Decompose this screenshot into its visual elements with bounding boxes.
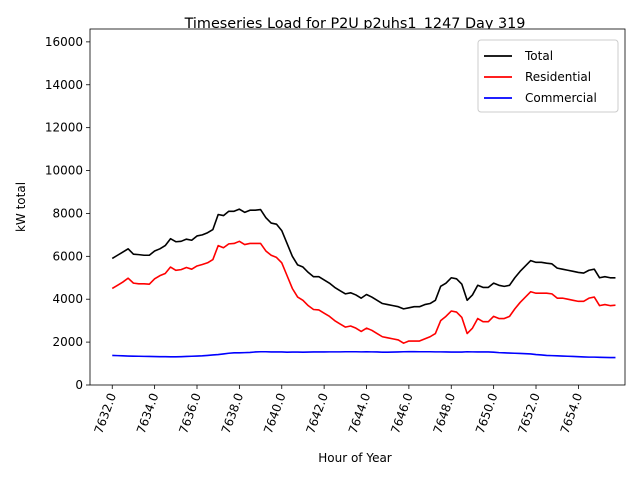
y-tick-label: 2000 [52,335,83,349]
y-tick-label: 4000 [52,292,83,306]
y-tick-label: 8000 [52,206,83,220]
series-line-residential [111,240,616,344]
legend-label-residential: Residential [525,70,591,84]
plot-frame [89,28,626,386]
x-axis-label: Hour of Year [318,451,392,465]
legend-label-total: Total [524,49,553,63]
series-line-commercial [112,350,616,359]
legend-items: Total Residential Commercial [484,49,597,105]
legend-box [477,39,619,113]
y-axis: 0 2000 4000 6000 8000 10000 12000 14000 16000 [45,35,90,392]
legend: Total Residential Commercial [477,39,619,113]
y-tick-label: 14000 [45,78,83,92]
y-axis-label: kW total [14,182,28,232]
y-tick-label: 12000 [45,121,83,135]
y-tick-label: 0 [75,378,83,392]
legend-label-commercial: Commercial [525,91,597,105]
series-layer [111,208,616,359]
y-tick-label: 16000 [45,35,83,49]
chart-title: Timeseries Load for P2U p2uhs1_1247 Day … [184,16,526,32]
y-tick-label: 6000 [52,249,83,263]
y-tick-label: 10000 [45,164,83,178]
series-line-total [111,208,616,310]
